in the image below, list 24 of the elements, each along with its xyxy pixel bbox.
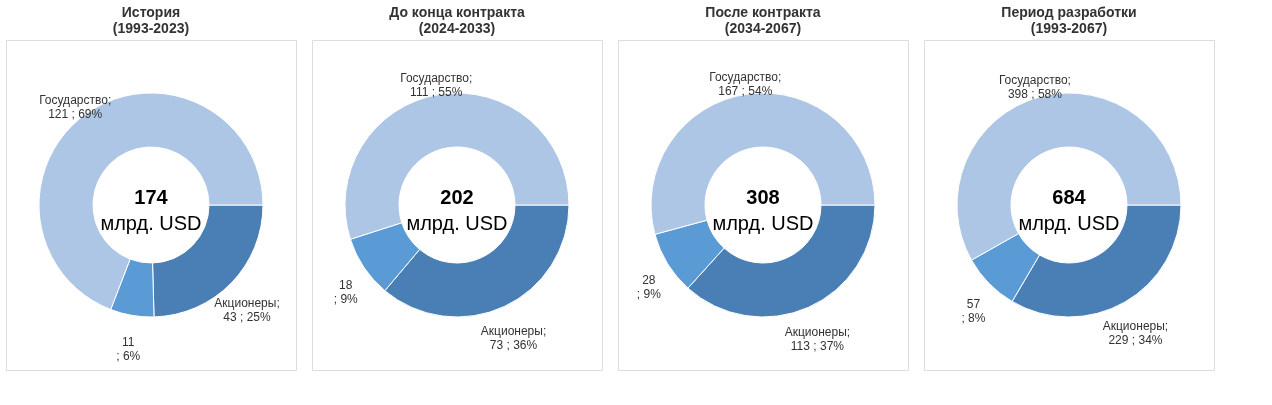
text: 308 <box>746 186 780 208</box>
chart-title: История (1993-2023) <box>112 4 190 36</box>
text: млрд. USD <box>1018 212 1120 234</box>
chart-title: До конца контракта (2024-2033) <box>389 4 525 36</box>
text: 202 <box>440 186 474 208</box>
data-label: 11 ; 6% <box>116 335 141 364</box>
data-label: 28 ; 9% <box>636 273 662 302</box>
text: млрд. USD <box>406 212 508 234</box>
chart-title: После контракта (2034-2067) <box>705 4 821 36</box>
slice-label: Акционеры; 43 ; 25% <box>214 296 280 325</box>
slice-label: Государство; 398 ; 58% <box>998 73 1071 102</box>
data-label: 18 ; 9% <box>333 277 359 306</box>
text: млрд. USD <box>100 212 202 234</box>
slice-label: Государство; 121 ; 69% <box>39 92 112 121</box>
slice-label: Акционеры; 229 ; 34% <box>1102 319 1169 348</box>
slice-label: Акционеры; 73 ; 36% <box>480 324 547 353</box>
chart-title: Период разработки (1993-2067) <box>1001 4 1137 36</box>
data-label: 57 ; 8% <box>961 296 986 325</box>
slice-label: Акционеры; 113 ; 37% <box>784 325 851 354</box>
slice-label: Государство; 111 ; 55% <box>400 70 473 99</box>
text: 174 <box>134 186 169 208</box>
text: 684 <box>1052 186 1087 208</box>
text: млрд. USD <box>712 212 814 234</box>
slice-label: Государство; 167 ; 54% <box>709 70 782 99</box>
